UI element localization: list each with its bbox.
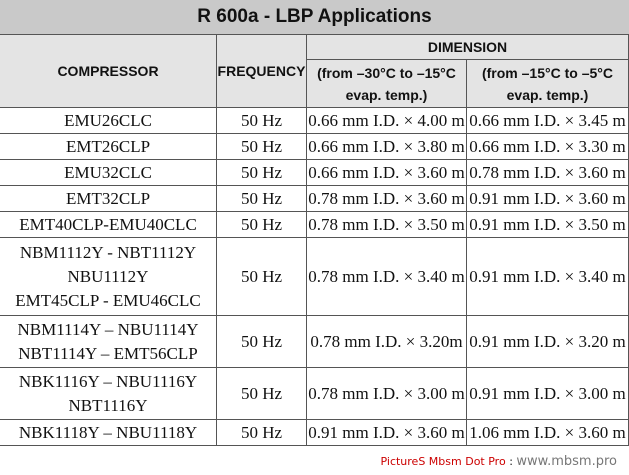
compressor-model: NBK1116Y – NBU1116Y [18, 371, 198, 391]
cell-text: 0.66 mm I.D. × 3.30 m [469, 136, 626, 156]
cell-text: 0.91 mm I.D. × 3.60 m [308, 422, 465, 442]
header-subtitle: evap. temp.) [345, 86, 428, 103]
watermark: PictureS Mbsm Dot Pro : www.mbsm.pro [376, 452, 621, 471]
table-cell: 50 Hz [217, 238, 307, 316]
cell-text: 0.91 mm I.D. × 3.40 m [469, 266, 626, 286]
cell-text: 50 Hz [240, 266, 283, 286]
table-cell: 1.06 mm I.D. × 3.60 m [467, 420, 629, 446]
table-cell: 0.91 mm I.D. × 3.50 m [467, 212, 629, 238]
compressor-model: EMT45CLP - EMU46CLC [15, 290, 201, 310]
table-cell: 50 Hz [217, 186, 307, 212]
cell-text: 0.78 mm I.D. × 3.60 m [469, 162, 626, 182]
cell-text: 0.78 mm I.D. × 3.00 m [308, 383, 465, 403]
table-cell: 0.91 mm I.D. × 3.20 m [467, 316, 629, 368]
cell-text: 0.78 mm I.D. × 3.40 m [308, 266, 465, 286]
compressor-model: NBM1112Y - NBT1112Y [19, 242, 197, 262]
cell-text: 0.91 mm I.D. × 3.50 m [469, 214, 626, 234]
header-cell: COMPRESSOR [0, 35, 217, 108]
cell-text: 0.66 mm I.D. × 4.00 m [308, 110, 465, 130]
table-cell: 0.91 mm I.D. × 3.40 m [467, 238, 629, 316]
table-cell: 0.78 mm I.D. × 3.60 m [467, 160, 629, 186]
cell-text: 0.78 mm I.D. × 3.60 m [308, 188, 465, 208]
compressor-model: EMU32CLC [64, 162, 152, 182]
table-cell: 0.78 mm I.D. × 3.00 m [307, 368, 467, 420]
table-cell: 0.91 mm I.D. × 3.60 m [467, 186, 629, 212]
header-subtitle: evap. temp.) [506, 86, 589, 103]
table-cell: 0.66 mm I.D. × 3.80 m [307, 134, 467, 160]
table-title: R 600a - LBP Applications [0, 0, 629, 35]
header-subtitle: (from –30°C to –15°C [317, 64, 456, 81]
compressor-model: NBT1116Y [68, 395, 148, 415]
table-cell: 0.91 mm I.D. × 3.60 m [307, 420, 467, 446]
table-cell: 0.66 mm I.D. × 4.00 m [307, 108, 467, 134]
table-cell: 50 Hz [217, 160, 307, 186]
cell-text: 50 Hz [240, 136, 283, 156]
compressor-cell: EMU26CLC [0, 108, 217, 134]
table-cell: 50 Hz [217, 368, 307, 420]
compressor-model: EMT26CLP [65, 136, 151, 156]
cell-text: 50 Hz [240, 383, 283, 403]
cell-text: 0.91 mm I.D. × 3.60 m [469, 188, 626, 208]
compressor-model: NBU1112Y [67, 266, 149, 286]
compressor-cell: NBM1114Y – NBU1114Y NBT1114Y – EMT56CLP [0, 316, 217, 368]
cell-text: 0.78 mm I.D. × 3.50 m [308, 214, 465, 234]
table-cell: 0.78 mm I.D. × 3.20m [307, 316, 467, 368]
header-dimension: DIMENSION [427, 39, 508, 55]
compressor-cell: EMT32CLP [0, 186, 217, 212]
cell-text: 50 Hz [240, 188, 283, 208]
header-subtitle: (from –15°C to –5°C [481, 64, 613, 81]
table-cell: 0.66 mm I.D. × 3.45 m [467, 108, 629, 134]
compressor-cell: EMT40CLP-EMU40CLC [0, 212, 217, 238]
compressor-model: EMT32CLP [65, 188, 151, 208]
compressor-cell: NBM1112Y - NBT1112Y NBU1112Y EMT45CLP - EM… [0, 238, 217, 316]
table-cell: 0.78 mm I.D. × 3.60 m [307, 186, 467, 212]
header-cell: FREQUENCY [217, 35, 307, 108]
table-cell: 0.91 mm I.D. × 3.00 m [467, 368, 629, 420]
watermark-url: www.mbsm.pro [516, 454, 617, 469]
compressor-model: NBM1114Y – NBU1114Y [17, 319, 199, 339]
cell-text: 50 Hz [240, 422, 283, 442]
cell-text: 0.66 mm I.D. × 3.45 m [469, 110, 626, 130]
header-compressor: COMPRESSOR [57, 63, 159, 79]
watermark-site: PictureS Mbsm Dot Pro [380, 455, 506, 468]
cell-text: 50 Hz [240, 162, 283, 182]
cell-text: 50 Hz [240, 214, 283, 234]
compressor-cell: NBK1116Y – NBU1116Y NBT1116Y [0, 368, 217, 420]
header-cell: DIMENSION [307, 35, 629, 60]
table-cell: 50 Hz [217, 108, 307, 134]
table-cell: 50 Hz [217, 134, 307, 160]
header-cell: (from –15°C to –5°C evap. temp.) [467, 60, 629, 108]
header-cell: (from –30°C to –15°C evap. temp.) [307, 60, 467, 108]
compressor-model: EMU26CLC [64, 110, 152, 130]
cell-text: 0.66 mm I.D. × 3.80 m [308, 136, 465, 156]
cell-text: 50 Hz [240, 110, 283, 130]
cell-text: 1.06 mm I.D. × 3.60 m [469, 422, 626, 442]
table-cell: 50 Hz [217, 316, 307, 368]
cell-text: 0.91 mm I.D. × 3.20 m [469, 331, 626, 351]
table-cell: 0.66 mm I.D. × 3.30 m [467, 134, 629, 160]
table-cell: 0.78 mm I.D. × 3.40 m [307, 238, 467, 316]
cell-text: 0.91 mm I.D. × 3.00 m [469, 383, 626, 403]
table-cell: 50 Hz [217, 212, 307, 238]
watermark-sep: : [509, 455, 513, 468]
table-cell: 0.66 mm I.D. × 3.60 m [307, 160, 467, 186]
compressor-cell: NBK1118Y – NBU1118Y [0, 420, 217, 446]
compressor-model: NBK1118Y – NBU1118Y [18, 422, 198, 442]
compressor-cell: EMT26CLP [0, 134, 217, 160]
cell-text: 50 Hz [240, 331, 283, 351]
table-cell: 0.78 mm I.D. × 3.50 m [307, 212, 467, 238]
header-frequency: FREQUENCY [217, 63, 306, 79]
cell-text: 0.66 mm I.D. × 3.60 m [308, 162, 465, 182]
table-cell: 50 Hz [217, 420, 307, 446]
compressor-model: EMT40CLP-EMU40CLC [19, 214, 197, 234]
compressor-model: NBT1114Y – EMT56CLP [18, 343, 198, 363]
cell-text: 0.78 mm I.D. × 3.20m [310, 331, 463, 351]
compressor-cell: EMU32CLC [0, 160, 217, 186]
